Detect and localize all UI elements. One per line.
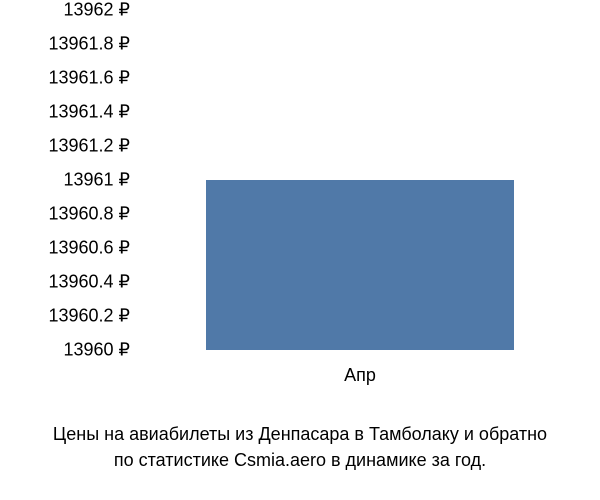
y-tick-label: 13960.2 ₽: [0, 306, 130, 327]
y-tick-label: 13961.8 ₽: [0, 34, 130, 55]
chart-area: 13962 ₽ 13961.8 ₽ 13961.6 ₽ 13961.4 ₽ 13961.…: [0, 0, 600, 420]
caption-line-2: по статистике Csmia.aero в динамике за г…: [0, 448, 600, 473]
y-tick-label: 13960 ₽: [0, 340, 130, 361]
y-tick-label: 13960.8 ₽: [0, 204, 130, 225]
plot-area: [140, 10, 580, 350]
y-tick-label: 13962 ₽: [0, 0, 130, 21]
y-tick-label: 13960.6 ₽: [0, 238, 130, 259]
x-tick-label: Апр: [344, 365, 376, 386]
y-tick-label: 13961.2 ₽: [0, 136, 130, 157]
y-tick-label: 13961.6 ₽: [0, 68, 130, 89]
caption-line-1: Цены на авиабилеты из Денпасара в Тамбол…: [0, 422, 600, 447]
y-tick-label: 13960.4 ₽: [0, 272, 130, 293]
bar: [206, 180, 514, 350]
y-tick-label: 13961.4 ₽: [0, 102, 130, 123]
y-tick-label: 13961 ₽: [0, 170, 130, 191]
